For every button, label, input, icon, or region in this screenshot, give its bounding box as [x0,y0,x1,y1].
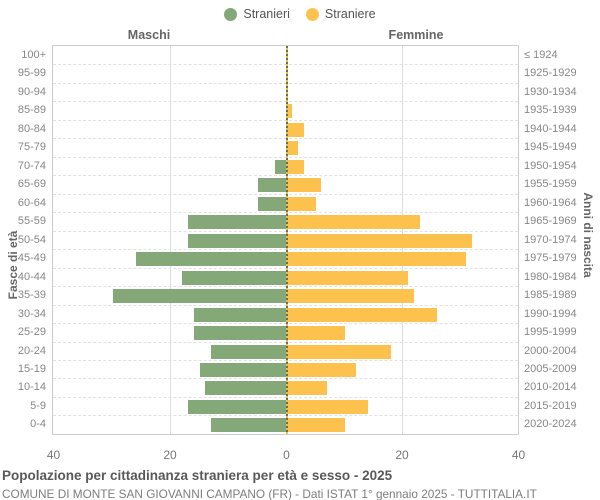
bar-female [286,399,368,414]
birth-year-label: 2015-2019 [524,399,577,412]
birth-year-label: 1945-1949 [524,141,577,154]
legend-item-straniere: Straniere [305,7,376,21]
birth-year-label: 1930-1934 [524,85,577,98]
age-labels-column: 100+ 95-99 90-94 85-89 80-84 75-79 70-74 65-69 6… [0,46,46,434]
bar-female [286,326,345,341]
age-label: 30-34 [17,307,46,320]
header-femmine: Femmine [388,28,444,42]
bar-female [286,159,304,174]
bar-female [286,141,299,156]
birth-year-label: 2005-2009 [524,362,577,375]
age-label: 10-14 [17,381,46,394]
age-label: 25-29 [17,326,46,339]
birth-year-label: 1935-1939 [524,104,577,117]
birth-year-label: 1950-1954 [524,159,577,172]
xtick-right-20: 20 [395,448,409,462]
bar-female [286,122,304,137]
birth-year-label: 1970-1974 [524,233,577,246]
age-label: 20-24 [17,344,46,357]
age-label: 15-19 [17,362,46,375]
birth-year-label: 1965-1969 [524,215,577,228]
age-label: 65-69 [17,178,46,191]
age-label: 85-89 [17,104,46,117]
birth-year-label: 1925-1929 [524,67,577,80]
bar-male [257,196,287,211]
chart-legend: Stranieri Straniere [0,7,600,21]
age-label: 50-54 [17,233,46,246]
xtick-left-20: 20 [163,448,177,462]
age-label: 60-64 [17,196,46,209]
age-label: 95-99 [17,67,46,80]
bar-male [193,326,287,341]
birth-year-label: 1955-1959 [524,178,577,191]
bar-female [286,362,357,377]
age-label: 55-59 [17,215,46,228]
bar-female [286,289,415,304]
bar-female [286,381,328,396]
bar-male [112,289,287,304]
age-label: 100+ [21,49,46,61]
age-label: 45-49 [17,252,46,265]
bar-female [286,344,391,359]
bar-male [274,159,287,174]
age-label: 70-74 [17,159,46,172]
chart-subtitle: COMUNE DI MONTE SAN GIOVANNI CAMPANO (FR… [2,487,537,500]
xtick-left-40: 40 [46,448,61,462]
bar-male [205,381,287,396]
bar-male [193,307,287,322]
age-label: 75-79 [17,141,46,154]
center-axis-line [285,46,288,434]
xtick-right-40: 40 [511,448,526,462]
bar-male [187,399,287,414]
stranieri-legend-dot-icon [224,7,238,21]
birth-year-label: ≤ 1924 [524,49,558,61]
age-label: 35-39 [17,289,46,302]
bar-female [286,196,316,211]
birth-year-label: 2010-2014 [524,381,577,394]
bar-female [286,104,293,119]
birth-year-label: 1960-1964 [524,196,577,209]
bar-male [187,233,287,248]
age-label: 0-4 [30,418,46,431]
xtick-zero: 0 [283,448,290,462]
bar-male [187,215,287,230]
straniere-legend-label: Straniere [324,7,376,21]
age-label: 80-84 [17,122,46,135]
header-maschi: Maschi [127,28,171,42]
age-label: 90-94 [17,85,46,98]
bar-male [199,362,287,377]
birth-year-label: 2020-2024 [524,418,577,431]
bar-female [286,215,420,230]
bar-male [135,252,287,267]
legend-item-stranieri: Stranieri [224,7,290,21]
bar-male [257,178,287,193]
bar-female [286,233,473,248]
birth-year-label: 2000-2004 [524,344,577,357]
birth-year-label: 1980-1984 [524,270,577,283]
bar-male [182,270,287,285]
birth-year-label: 1940-1944 [524,122,577,135]
bar-female [286,178,322,193]
birth-year-label: 1995-1999 [524,326,577,339]
birth-year-label: 1975-1979 [524,252,577,265]
bar-male [211,418,287,433]
bar-female [286,270,409,285]
birth-year-label: 1985-1989 [524,289,577,302]
bar-male [211,344,287,359]
gridline-20-left [170,46,171,434]
straniere-legend-dot-icon [305,7,319,21]
birth-year-label: 1990-1994 [524,307,577,320]
plot-area [52,45,519,435]
bar-female [286,418,345,433]
birth-year-labels-column: ≤ 1924 1925-1929 1930-1934 1935-1939 1940-19… [524,46,596,434]
stranieri-legend-label: Stranieri [243,7,290,21]
age-label: 5-9 [30,399,46,412]
bar-female [286,307,438,322]
bar-female [286,252,467,267]
chart-title: Popolazione per cittadinanza straniera p… [2,468,393,483]
age-label: 40-44 [17,270,46,283]
